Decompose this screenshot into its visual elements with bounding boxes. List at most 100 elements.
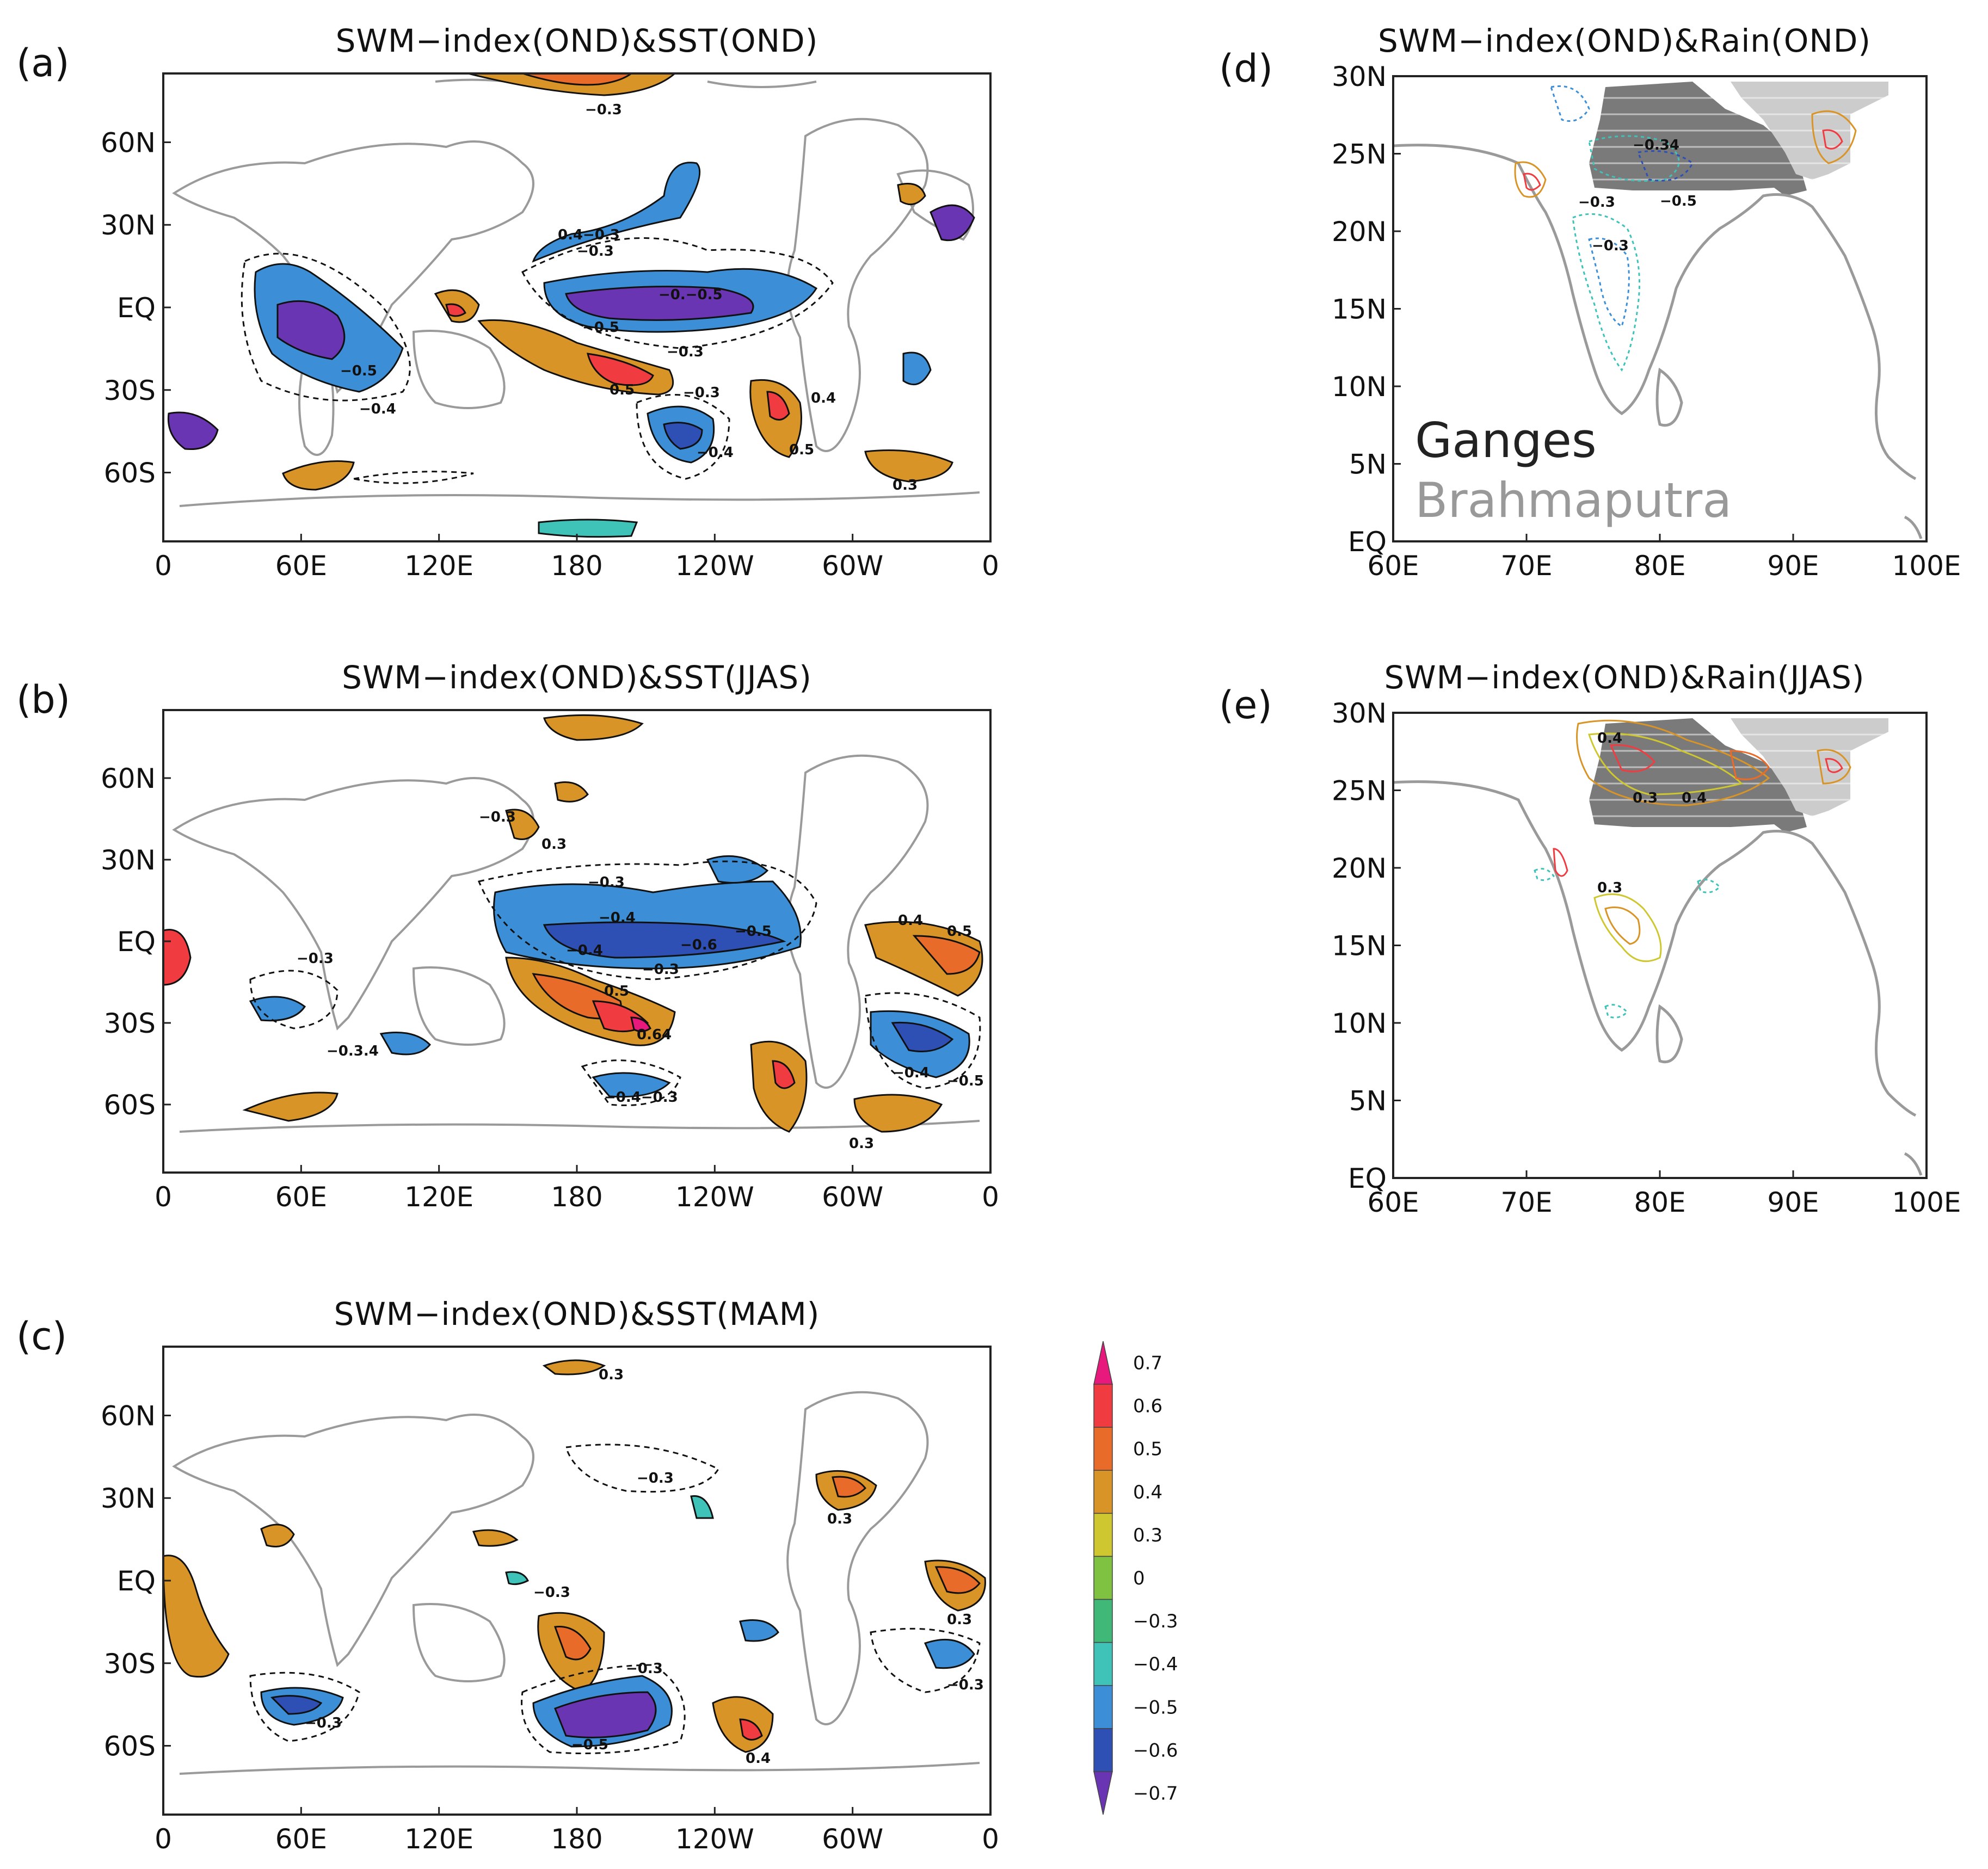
panel-c-xtick-label: 120E [404, 1823, 473, 1855]
panel-d-ytick-label: 30N [1332, 61, 1387, 92]
panel-a-clabel-6: −0.5 [340, 363, 377, 379]
colorbar-tick-label: 0.5 [1133, 1439, 1162, 1460]
panel-e-ytick-label: 15N [1332, 930, 1387, 962]
panel-b-dashed-contours [249, 860, 981, 1106]
panel-c: (c) SWM−index(OND)&SST(MAM) [16, 1296, 999, 1855]
panel-a-clabel-13: 0.3 [893, 477, 918, 494]
panel-a-title: SWM−index(OND)&SST(OND) [336, 22, 818, 59]
panel-a-clabel-5: −0.3 [667, 344, 704, 360]
panel-c-label: (c) [16, 1314, 67, 1359]
panel-d-basins [1567, 82, 1894, 196]
panel-d-contour-labels: −0.34 −0.3 −0.5 −0.3 [1578, 137, 1697, 254]
panel-b-xtick-label: 0 [155, 1181, 172, 1213]
legend-brahmaputra: Brahmaputra [1415, 472, 1732, 528]
panel-c-ytick-label: 60S [104, 1731, 156, 1762]
panel-e-clabel-1: 0.3 [1633, 790, 1658, 806]
panel-d-ytick-label: 15N [1332, 294, 1387, 325]
panel-c-clabel-7: 0.4 [746, 1750, 771, 1767]
panel-a-xtick-label: 120W [675, 550, 754, 582]
panel-a-map [167, 73, 980, 538]
panel-d-ytick-label: 5N [1349, 449, 1387, 480]
colorbar-tick-label: −0.7 [1133, 1782, 1178, 1804]
panel-b-clabel-9: 0.5 [947, 923, 972, 940]
panel-c-xtick-label: 0 [982, 1823, 999, 1855]
panel-e-xtick-label: 100E [1892, 1187, 1961, 1218]
panel-b-clabel-15: −0.4 [893, 1065, 930, 1081]
panel-a-shading [167, 73, 975, 538]
colorbar-swatch [1093, 1556, 1113, 1600]
panel-b-ytick-label: 60N [101, 763, 156, 794]
panel-e-label: (e) [1219, 683, 1272, 727]
colorbar-tick-label: 0.7 [1133, 1353, 1162, 1374]
panel-c-axis-ticks: 0 60E 120E 180 120W 60W 0 60N 30N EQ 30S 60S [101, 1400, 999, 1855]
panel-e-contour-labels: 0.4 0.3 0.4 0.3 [1597, 730, 1707, 896]
colorbar-tick-label: 0.3 [1133, 1525, 1162, 1546]
panel-b-clabel-12: −0.3 [479, 809, 516, 825]
panel-a-clabel-4: −0.5 [582, 319, 619, 336]
colorbar-tick-label: −0.6 [1133, 1740, 1178, 1761]
panel-d-xtick-label: 90E [1767, 550, 1819, 582]
colorbar-tick-label: 0.4 [1133, 1482, 1162, 1503]
panel-c-xtick-label: 60W [822, 1823, 883, 1855]
panel-a-clabel-3: −0.−0.5 [658, 287, 723, 303]
panel-b-clabel-13: −0.3.4 [327, 1043, 379, 1059]
colorbar-tick-label: −0.3 [1133, 1611, 1178, 1632]
panel-a-dashed-contours [241, 237, 834, 484]
panel-d-coastline [1393, 144, 1923, 539]
panel-b-ytick-label: 30S [104, 1008, 156, 1039]
panel-e-ytick-label: 20N [1332, 853, 1387, 884]
panel-a-ytick-label: EQ [117, 292, 156, 324]
panel-e-xtick-label: 70E [1500, 1187, 1552, 1218]
panel-d-xtick-label: 100E [1892, 550, 1961, 582]
panel-b-shading [163, 714, 983, 1133]
panel-b-clabel-14: −0.4−0.3 [604, 1089, 678, 1106]
colorbar-swatches [1093, 1341, 1113, 1815]
panel-e-basins [1567, 718, 1894, 832]
panel-b-map [163, 714, 983, 1133]
panel-b-clabel-5: −0.6 [680, 937, 717, 953]
colorbar-swatch [1093, 1685, 1113, 1729]
panel-d: (d) SWM−index(OND)&Rain(OND) [1219, 22, 1961, 582]
panel-c-clabel-4: −0.3 [626, 1661, 663, 1677]
panel-d-clabel-1: −0.3 [1578, 194, 1615, 211]
panel-c-clabel-0: 0.3 [599, 1367, 624, 1383]
panel-c-dashed-contours [249, 1444, 981, 1754]
panel-b-clabel-3: −0.4 [599, 910, 636, 926]
panel-d-ytick-label: EQ [1348, 526, 1387, 558]
panel-b-xtick-label: 180 [551, 1181, 602, 1213]
panel-e-clabel-0: 0.4 [1597, 730, 1622, 747]
panel-b-clabel-10: 0.5 [604, 983, 629, 1000]
panel-a-xtick-label: 0 [155, 550, 172, 582]
panel-b-clabel-8: 0.4 [898, 912, 923, 929]
panel-c-clabel-3: −0.3 [533, 1584, 570, 1601]
panel-b-axis-ticks: 0 60E 120E 180 120W 60W 0 60N 30N EQ 30S 60S [101, 763, 999, 1213]
panel-c-clabel-6: −0.5 [571, 1737, 608, 1753]
colorbar-tick-label: −0.4 [1133, 1654, 1178, 1675]
panel-a-xtick-label: 120E [404, 550, 473, 582]
panel-d-ytick-label: 25N [1332, 139, 1387, 170]
panel-a-xtick-label: 0 [982, 550, 999, 582]
panel-d-map [1393, 82, 1923, 539]
colorbar-swatch [1093, 1427, 1113, 1471]
legend-ganges: Ganges [1415, 412, 1597, 468]
panel-a-clabel-0: −0.3 [585, 102, 622, 118]
panel-b-xtick-label: 0 [982, 1181, 999, 1213]
panel-d-clabel-0: −0.34 [1633, 137, 1679, 153]
panel-b: (b) SWM−index(OND)&SST(JJAS) [16, 659, 999, 1213]
panel-d-ytick-label: 20N [1332, 216, 1387, 248]
panel-b-clabel-11: 0.64 [637, 1027, 672, 1043]
panel-b-clabel-6: −0.4 [566, 942, 603, 959]
panel-b-title: SWM−index(OND)&SST(JJAS) [342, 659, 812, 696]
panel-c-clabel-8: 0.3 [947, 1612, 972, 1628]
panel-d-xtick-label: 70E [1500, 550, 1552, 582]
panel-e-map [1393, 718, 1923, 1176]
panel-a-xtick-label: 180 [551, 550, 602, 582]
colorbar: 0.7 0.6 0.5 0.4 0.3 0 −0.3 −0.4 −0.5 −0.6 −0.7 [1093, 1341, 1178, 1815]
panel-c-clabel-2: 0.3 [827, 1511, 852, 1527]
panel-a-ytick-label: 30N [101, 209, 156, 241]
panel-c-ytick-label: 60N [101, 1400, 156, 1432]
panel-a-clabel-11: −0.4 [697, 445, 734, 461]
panel-a-clabel-7: −0.4 [359, 401, 396, 417]
panel-b-ytick-label: EQ [117, 926, 156, 958]
